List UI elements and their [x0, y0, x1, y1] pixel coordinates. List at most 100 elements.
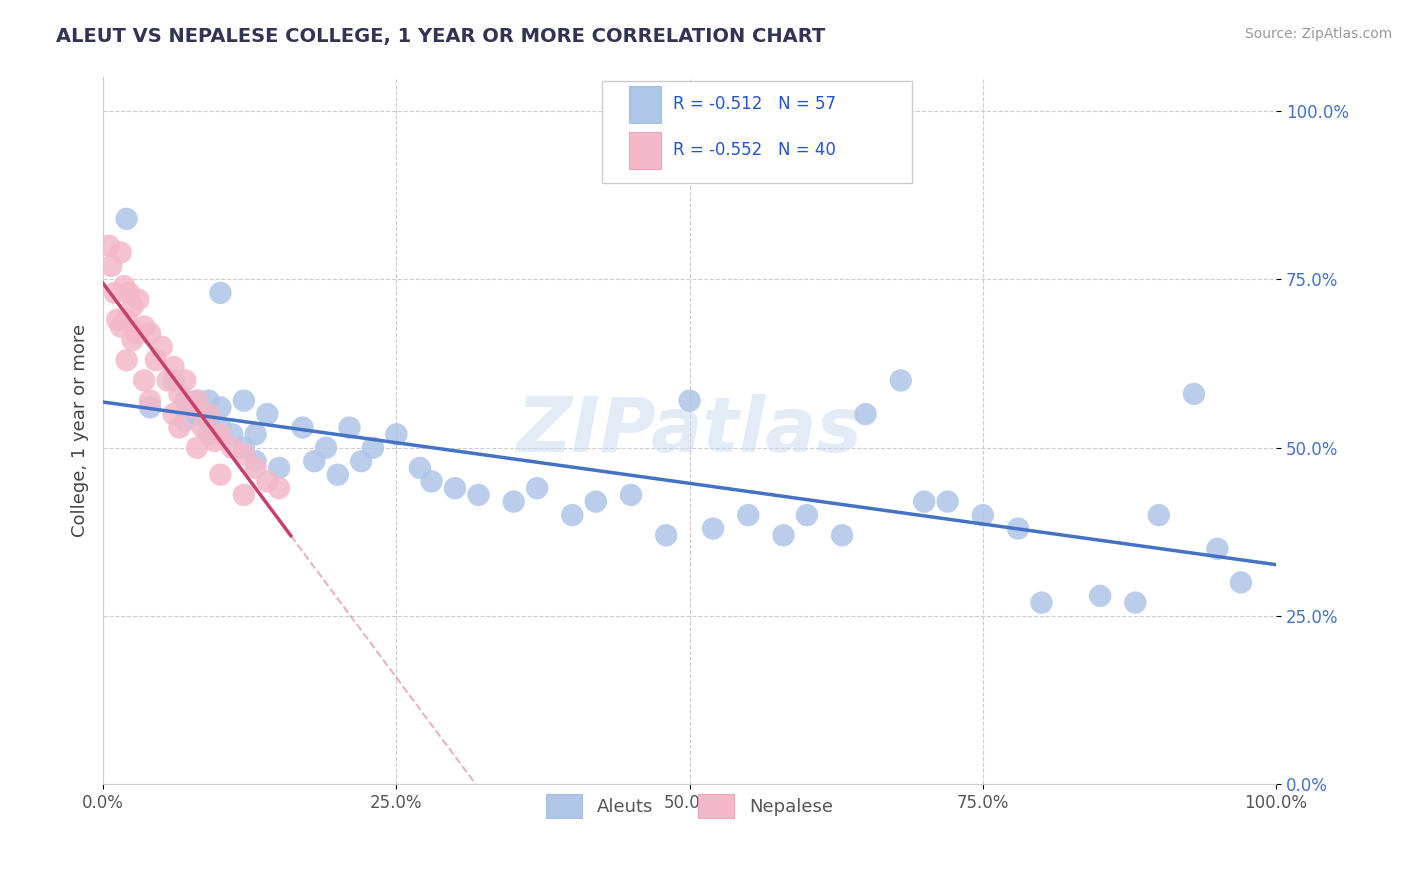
Point: [174, 414, 197, 428]
Point: [139, 401, 162, 415]
Point: [737, 508, 759, 522]
Point: [156, 373, 179, 387]
Text: ZIPatlas: ZIPatlas: [516, 394, 863, 468]
Point: [409, 461, 432, 475]
Point: [678, 393, 700, 408]
Point: [162, 373, 184, 387]
Point: [191, 420, 214, 434]
Point: [186, 441, 208, 455]
Point: [134, 319, 156, 334]
Point: [912, 494, 935, 508]
Point: [855, 407, 877, 421]
Legend: Aleuts, Nepalese: Aleuts, Nepalese: [538, 788, 841, 825]
Point: [256, 407, 278, 421]
Point: [125, 326, 148, 341]
Point: [139, 326, 162, 341]
Point: [221, 427, 243, 442]
Point: [620, 488, 643, 502]
Point: [121, 299, 143, 313]
Point: [100, 259, 122, 273]
Point: [209, 427, 232, 442]
Point: [121, 333, 143, 347]
Point: [831, 528, 853, 542]
Point: [304, 454, 326, 468]
Text: R = -0.552   N = 40: R = -0.552 N = 40: [673, 141, 837, 159]
Point: [1123, 596, 1146, 610]
Point: [1007, 522, 1029, 536]
Point: [796, 508, 818, 522]
Point: [561, 508, 583, 522]
Point: [245, 427, 267, 442]
Point: [267, 461, 290, 475]
Point: [1182, 387, 1205, 401]
Point: [467, 488, 489, 502]
Point: [118, 285, 141, 300]
Point: [585, 494, 607, 508]
Point: [110, 245, 132, 260]
Point: [145, 353, 167, 368]
Point: [890, 373, 912, 387]
Point: [972, 508, 994, 522]
Point: [232, 393, 254, 408]
Point: [1230, 575, 1253, 590]
Point: [502, 494, 524, 508]
Point: [339, 420, 361, 434]
Point: [221, 441, 243, 455]
Point: [169, 387, 191, 401]
Point: [115, 353, 138, 368]
Point: [256, 475, 278, 489]
Point: [150, 340, 173, 354]
Point: [315, 441, 337, 455]
Point: [162, 359, 184, 374]
Point: [98, 239, 121, 253]
Point: [174, 373, 197, 387]
FancyBboxPatch shape: [628, 132, 661, 169]
Point: [232, 448, 254, 462]
Point: [104, 285, 127, 300]
FancyBboxPatch shape: [628, 86, 661, 123]
Point: [112, 279, 135, 293]
Point: [444, 481, 467, 495]
Point: [115, 313, 138, 327]
Point: [134, 373, 156, 387]
Point: [1206, 541, 1229, 556]
Point: [936, 494, 959, 508]
Point: [180, 401, 202, 415]
Point: [197, 393, 219, 408]
Text: Source: ZipAtlas.com: Source: ZipAtlas.com: [1244, 27, 1392, 41]
Point: [204, 434, 226, 448]
Point: [232, 488, 254, 502]
Text: R = -0.512   N = 57: R = -0.512 N = 57: [673, 95, 837, 113]
Point: [209, 401, 232, 415]
Point: [232, 441, 254, 455]
Point: [267, 481, 290, 495]
Point: [186, 393, 208, 408]
Point: [772, 528, 794, 542]
Point: [197, 414, 219, 428]
Point: [139, 393, 162, 408]
Point: [385, 427, 408, 442]
Point: [197, 427, 219, 442]
Point: [350, 454, 373, 468]
Point: [245, 454, 267, 468]
Y-axis label: College, 1 year or more: College, 1 year or more: [72, 325, 89, 538]
Point: [197, 407, 219, 421]
Point: [1031, 596, 1053, 610]
Point: [526, 481, 548, 495]
Point: [420, 475, 443, 489]
Point: [105, 313, 128, 327]
Point: [702, 522, 724, 536]
Point: [169, 420, 191, 434]
Point: [326, 467, 349, 482]
Point: [209, 467, 232, 482]
Point: [162, 407, 184, 421]
Text: ALEUT VS NEPALESE COLLEGE, 1 YEAR OR MORE CORRELATION CHART: ALEUT VS NEPALESE COLLEGE, 1 YEAR OR MOR…: [56, 27, 825, 45]
Point: [245, 461, 267, 475]
Point: [174, 393, 197, 408]
Point: [1147, 508, 1170, 522]
Point: [655, 528, 678, 542]
Point: [1088, 589, 1111, 603]
FancyBboxPatch shape: [602, 81, 912, 184]
Point: [186, 393, 208, 408]
Point: [209, 285, 232, 300]
